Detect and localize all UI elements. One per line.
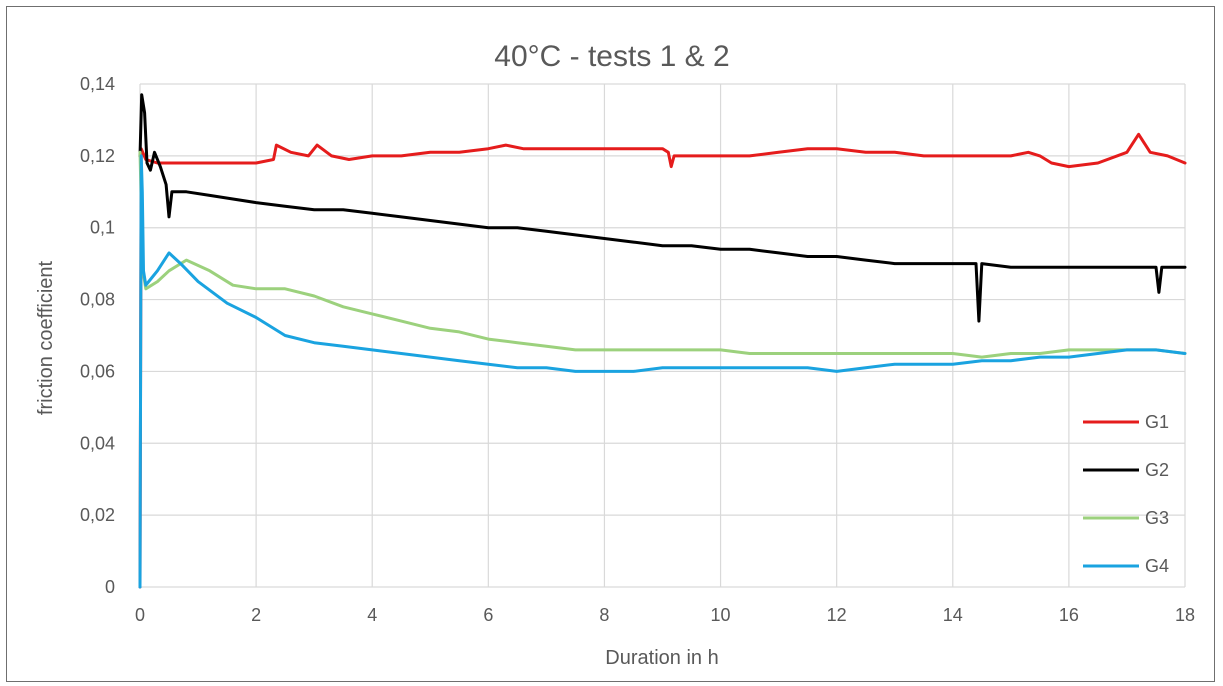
gridlines — [139, 83, 1186, 588]
x-tick-label: 18 — [1175, 605, 1195, 625]
y-tick-labels: 0 0,02 0,04 0,06 0,08 0,1 0,12 0,14 — [80, 74, 115, 597]
x-tick-label: 12 — [827, 605, 847, 625]
y-tick-label: 0 — [105, 577, 115, 597]
series-line-g4 — [138, 154, 1187, 589]
x-axis-label: Duration in h — [605, 647, 718, 669]
y-tick-label: 0,02 — [80, 505, 115, 525]
chart-title: 40°C - tests 1 & 2 — [494, 40, 729, 73]
y-tick-label: 0,14 — [80, 74, 115, 94]
legend-label-g4: G4 — [1145, 556, 1169, 576]
y-tick-label: 0,06 — [80, 361, 115, 381]
y-tick-label: 0,12 — [80, 146, 115, 166]
legend-label-g2: G2 — [1145, 460, 1169, 480]
chart-frame — [6, 6, 1215, 682]
x-tick-label: 16 — [1059, 605, 1079, 625]
series-line-g3 — [138, 150, 1187, 359]
x-tick-label: 8 — [599, 605, 609, 625]
series-line-g2 — [138, 93, 1187, 323]
y-tick-label: 0,08 — [80, 290, 115, 310]
series-line-g1 — [138, 132, 1187, 589]
x-tick-label: 6 — [483, 605, 493, 625]
x-tick-labels: 0 2 4 6 8 10 12 14 16 18 — [135, 605, 1195, 625]
legend-label-g3: G3 — [1145, 508, 1169, 528]
x-tick-label: 4 — [367, 605, 377, 625]
series-lines — [138, 93, 1187, 589]
y-tick-label: 0,1 — [90, 218, 115, 238]
x-tick-label: 14 — [943, 605, 963, 625]
y-tick-label: 0,04 — [80, 433, 115, 453]
legend-label-g1: G1 — [1145, 412, 1169, 432]
legend: G1 G2 G3 G4 — [1083, 412, 1169, 576]
x-tick-label: 10 — [711, 605, 731, 625]
x-tick-label: 2 — [251, 605, 261, 625]
y-axis-label: friction coefficient — [35, 260, 57, 415]
x-tick-label: 0 — [135, 605, 145, 625]
